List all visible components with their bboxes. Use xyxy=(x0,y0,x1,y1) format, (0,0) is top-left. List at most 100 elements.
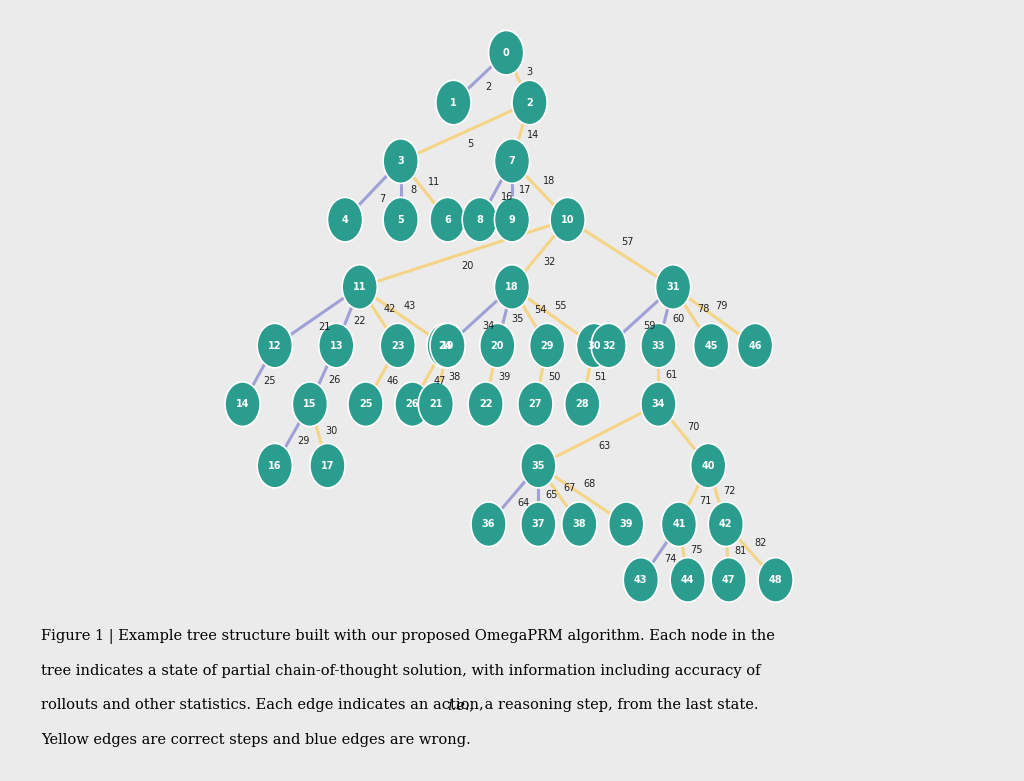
Ellipse shape xyxy=(577,323,611,368)
Text: 15: 15 xyxy=(303,399,316,409)
Ellipse shape xyxy=(383,198,418,242)
Text: 42: 42 xyxy=(383,305,395,314)
Text: 39: 39 xyxy=(620,519,633,530)
Ellipse shape xyxy=(342,265,377,309)
Text: 65: 65 xyxy=(545,490,557,500)
Text: 18: 18 xyxy=(505,282,519,292)
Text: 43: 43 xyxy=(403,301,416,311)
Text: 1: 1 xyxy=(451,98,457,108)
Ellipse shape xyxy=(462,198,498,242)
Text: 14: 14 xyxy=(236,399,249,409)
Text: 29: 29 xyxy=(541,341,554,351)
Text: 45: 45 xyxy=(705,341,718,351)
Text: 32: 32 xyxy=(602,341,615,351)
Ellipse shape xyxy=(564,382,600,426)
Text: 12: 12 xyxy=(268,341,282,351)
Ellipse shape xyxy=(641,323,676,368)
Text: 23: 23 xyxy=(391,341,404,351)
Ellipse shape xyxy=(690,444,726,488)
Ellipse shape xyxy=(257,444,292,488)
Text: 7: 7 xyxy=(379,194,385,205)
Text: 13: 13 xyxy=(330,341,343,351)
Text: 70: 70 xyxy=(687,422,699,432)
Ellipse shape xyxy=(310,444,345,488)
Text: 20: 20 xyxy=(490,341,504,351)
Text: 17: 17 xyxy=(321,461,334,471)
Text: 43: 43 xyxy=(634,575,647,585)
Text: 9: 9 xyxy=(509,215,515,225)
Ellipse shape xyxy=(521,502,556,547)
Text: Yellow edges are correct steps and blue edges are wrong.: Yellow edges are correct steps and blue … xyxy=(41,733,471,747)
Text: a reasoning step, from the last state.: a reasoning step, from the last state. xyxy=(479,698,758,712)
Text: 22: 22 xyxy=(479,399,493,409)
Text: 19: 19 xyxy=(440,341,455,351)
Ellipse shape xyxy=(670,558,706,602)
Ellipse shape xyxy=(257,323,292,368)
Text: 68: 68 xyxy=(584,480,596,489)
Ellipse shape xyxy=(624,558,658,602)
Text: i.e.,: i.e., xyxy=(446,698,474,712)
Ellipse shape xyxy=(550,198,586,242)
Text: 5: 5 xyxy=(397,215,404,225)
Text: 64: 64 xyxy=(517,498,529,508)
Ellipse shape xyxy=(709,502,743,547)
Text: 8: 8 xyxy=(411,185,417,195)
Ellipse shape xyxy=(495,139,529,184)
Text: 59: 59 xyxy=(643,321,655,331)
Ellipse shape xyxy=(328,198,362,242)
Text: 0: 0 xyxy=(503,48,510,58)
Text: 40: 40 xyxy=(701,461,715,471)
Ellipse shape xyxy=(608,502,644,547)
Ellipse shape xyxy=(468,382,503,426)
Text: 24: 24 xyxy=(438,341,452,351)
Text: 78: 78 xyxy=(696,305,709,314)
Ellipse shape xyxy=(418,382,454,426)
Text: 71: 71 xyxy=(699,496,712,506)
Ellipse shape xyxy=(711,558,746,602)
Ellipse shape xyxy=(758,558,794,602)
Ellipse shape xyxy=(693,323,729,368)
Text: 2: 2 xyxy=(485,82,492,92)
Ellipse shape xyxy=(562,502,597,547)
Text: 55: 55 xyxy=(554,301,566,311)
Text: 2: 2 xyxy=(526,98,532,108)
Ellipse shape xyxy=(495,198,529,242)
Text: 42: 42 xyxy=(719,519,732,530)
Text: 50: 50 xyxy=(548,373,560,383)
Text: 4: 4 xyxy=(342,215,348,225)
Text: 30: 30 xyxy=(587,341,601,351)
Text: 5: 5 xyxy=(467,138,473,148)
Text: 82: 82 xyxy=(754,538,767,548)
Text: 46: 46 xyxy=(387,376,399,386)
Ellipse shape xyxy=(318,323,354,368)
Text: 79: 79 xyxy=(716,301,728,311)
Text: 47: 47 xyxy=(433,376,446,386)
Ellipse shape xyxy=(430,198,465,242)
Ellipse shape xyxy=(591,323,627,368)
Ellipse shape xyxy=(436,80,471,125)
Text: 67: 67 xyxy=(563,483,575,493)
Text: 21: 21 xyxy=(318,322,331,332)
Text: 39: 39 xyxy=(498,373,510,383)
Text: 51: 51 xyxy=(595,373,607,383)
Text: 22: 22 xyxy=(353,316,367,326)
Text: 35: 35 xyxy=(531,461,545,471)
Text: 30: 30 xyxy=(325,426,337,437)
Ellipse shape xyxy=(480,323,515,368)
Ellipse shape xyxy=(521,444,556,488)
Ellipse shape xyxy=(529,323,564,368)
Text: 16: 16 xyxy=(501,191,513,201)
Ellipse shape xyxy=(380,323,416,368)
Text: 32: 32 xyxy=(544,256,556,266)
Text: 11: 11 xyxy=(428,177,440,187)
Text: 47: 47 xyxy=(722,575,735,585)
Ellipse shape xyxy=(662,502,696,547)
Text: 26: 26 xyxy=(329,375,341,385)
Text: 25: 25 xyxy=(264,376,276,386)
Ellipse shape xyxy=(395,382,430,426)
Ellipse shape xyxy=(427,323,462,368)
Ellipse shape xyxy=(348,382,383,426)
Text: Figure 1 | Example tree structure built with our proposed OmegaPRM algorithm. Ea: Figure 1 | Example tree structure built … xyxy=(41,629,775,644)
Text: 29: 29 xyxy=(297,437,309,446)
Text: 10: 10 xyxy=(561,215,574,225)
